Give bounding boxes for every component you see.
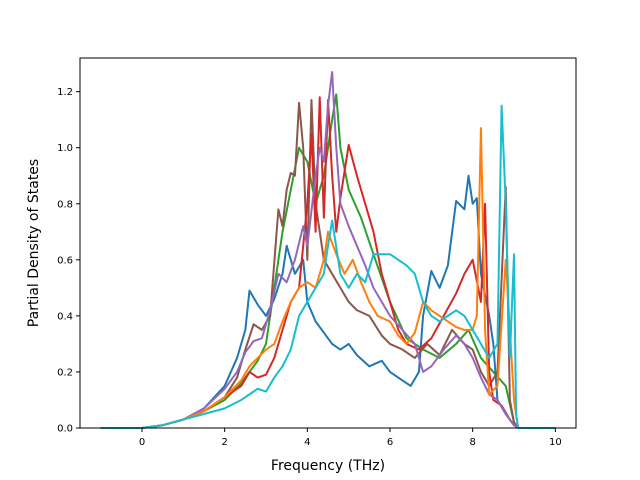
y-axis-label: Partial Density of States [26,159,42,327]
plot-frame [79,57,577,429]
x-axis-ticks: 0 2 4 6 8 10 [139,428,562,448]
x-tick-label: 2 [221,437,227,448]
series-line-7 [100,104,556,429]
y-tick-label: 1.0 [57,143,73,154]
x-tick-label: 0 [139,437,145,448]
y-tick-label: 0.0 [57,424,73,435]
plot-lines [100,71,556,429]
x-tick-label: 6 [387,437,393,448]
series-line-6 [100,127,556,429]
x-tick-label: 4 [304,437,310,448]
x-tick-label: 8 [469,437,475,448]
y-axis-ticks: 0.0 0.2 0.4 0.6 0.8 1.0 1.2 [57,87,80,435]
y-tick-label: 0.4 [57,311,73,322]
y-tick-label: 0.8 [57,199,73,210]
y-tick-label: 0.2 [57,367,73,378]
series-line-5 [100,71,556,429]
series-line-3 [100,99,556,429]
x-axis-label: Frequency (THz) [271,458,385,474]
y-tick-label: 0.6 [57,255,73,266]
y-tick-label: 1.2 [57,87,73,98]
x-tick-label: 10 [549,437,562,448]
